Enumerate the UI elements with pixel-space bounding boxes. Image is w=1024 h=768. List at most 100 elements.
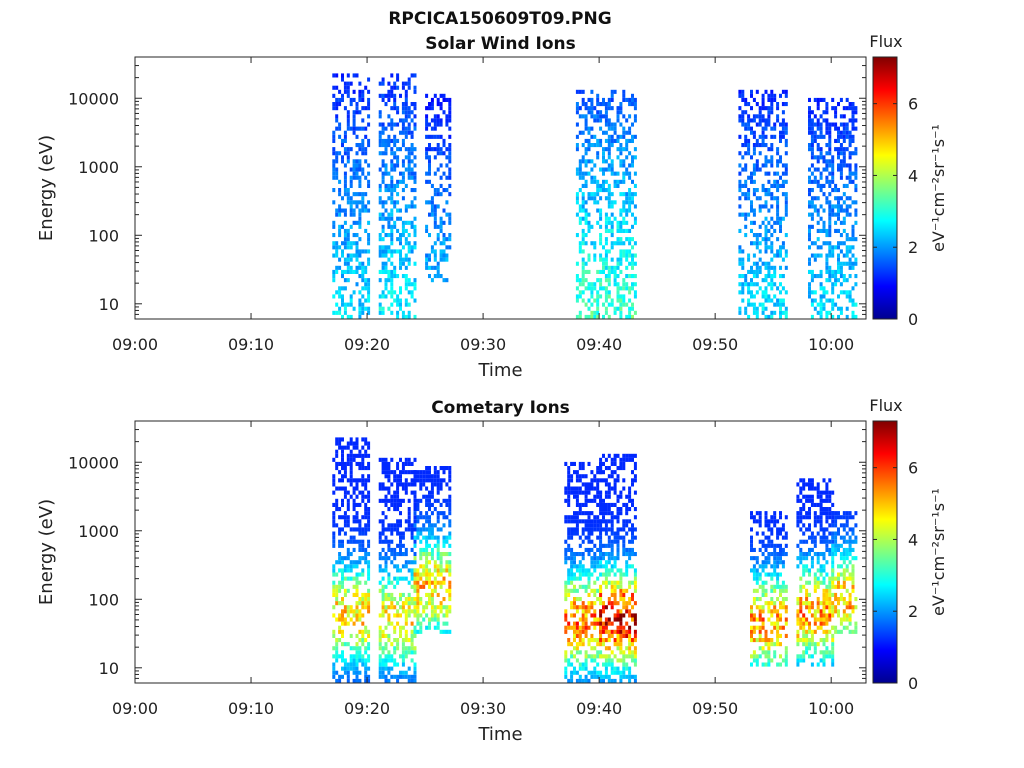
heatmap-cell bbox=[813, 290, 817, 295]
heatmap-cell bbox=[381, 592, 385, 597]
heatmap-cell bbox=[619, 568, 623, 573]
heatmap-cell bbox=[590, 241, 594, 246]
heatmap-cell bbox=[752, 650, 756, 655]
heatmap-cell bbox=[834, 547, 838, 552]
heatmap-cell bbox=[404, 646, 408, 651]
heatmap-cell bbox=[346, 621, 350, 626]
heatmap-cell bbox=[607, 638, 611, 643]
heatmap-cell bbox=[407, 515, 411, 520]
heatmap-cell bbox=[433, 535, 437, 540]
heatmap-cell bbox=[813, 646, 817, 651]
heatmap-cell bbox=[625, 523, 629, 528]
heatmap-cell bbox=[776, 220, 780, 225]
heatmap-cell bbox=[387, 498, 391, 503]
heatmap-cell bbox=[355, 633, 359, 638]
heatmap-cell bbox=[631, 498, 634, 503]
heatmap-cell bbox=[358, 167, 362, 172]
heatmap-cell bbox=[355, 584, 359, 589]
heatmap-cell bbox=[808, 200, 811, 205]
heatmap-cell bbox=[442, 621, 446, 626]
heatmap-cell bbox=[570, 490, 574, 495]
heatmap-cell bbox=[602, 114, 605, 119]
heatmap-cell bbox=[584, 617, 588, 622]
heatmap-cell bbox=[604, 580, 608, 585]
heatmap-cell bbox=[335, 241, 339, 246]
heatmap-cell bbox=[338, 437, 342, 442]
heatmap-cell bbox=[825, 175, 829, 180]
heatmap-cell bbox=[367, 507, 371, 512]
heatmap-cell bbox=[607, 302, 611, 307]
heatmap-cell bbox=[378, 613, 382, 618]
heatmap-cell bbox=[361, 151, 365, 156]
heatmap-cell bbox=[404, 102, 408, 107]
heatmap-cell bbox=[607, 143, 611, 148]
heatmap-cell bbox=[625, 167, 629, 172]
heatmap-cell bbox=[335, 658, 339, 663]
heatmap-cell bbox=[622, 654, 626, 659]
heatmap-cell bbox=[381, 204, 385, 209]
heatmap-cell bbox=[831, 654, 835, 659]
heatmap-cell bbox=[761, 531, 765, 536]
heatmap-cell bbox=[343, 286, 347, 291]
heatmap-cell bbox=[367, 143, 371, 148]
heatmap-cell bbox=[758, 547, 762, 552]
heatmap-cell bbox=[338, 228, 342, 233]
heatmap-cell bbox=[364, 441, 368, 446]
heatmap-cell bbox=[622, 192, 626, 197]
heatmap-cell bbox=[758, 654, 762, 659]
heatmap-cell bbox=[628, 290, 632, 295]
heatmap-cell bbox=[407, 155, 411, 160]
heatmap-cell bbox=[343, 261, 347, 266]
heatmap-cell bbox=[607, 155, 611, 160]
heatmap-cell bbox=[573, 601, 576, 606]
heatmap-cell bbox=[796, 543, 800, 548]
heatmap-cell bbox=[631, 122, 634, 127]
heatmap-cell bbox=[404, 167, 408, 172]
heatmap-cell bbox=[364, 625, 368, 630]
heatmap-cell bbox=[396, 138, 400, 143]
heatmap-cell bbox=[332, 543, 336, 548]
heatmap-cell bbox=[587, 592, 591, 597]
heatmap-cell bbox=[607, 658, 611, 663]
heatmap-cell bbox=[813, 298, 817, 303]
heatmap-cell bbox=[822, 97, 826, 102]
heatmap-cell bbox=[425, 580, 429, 585]
heatmap-cell bbox=[839, 249, 843, 254]
heatmap-cell bbox=[796, 658, 800, 663]
heatmap-cell bbox=[581, 183, 585, 188]
heatmap-cell bbox=[625, 568, 629, 573]
heatmap-cell bbox=[845, 183, 849, 188]
heatmap-cell bbox=[442, 143, 446, 148]
heatmap-cell bbox=[604, 138, 608, 143]
heatmap-cell bbox=[738, 282, 742, 287]
heatmap-cell bbox=[393, 523, 397, 528]
heatmap-cell bbox=[584, 482, 588, 487]
heatmap-cell bbox=[784, 265, 788, 270]
heatmap-cell bbox=[338, 208, 342, 213]
heatmap-cell bbox=[335, 290, 339, 295]
heatmap-cell bbox=[784, 646, 788, 651]
heatmap-cell bbox=[764, 294, 768, 299]
heatmap-cell bbox=[808, 507, 811, 512]
heatmap-cell bbox=[776, 200, 780, 205]
heatmap-cell bbox=[764, 642, 768, 647]
heatmap-cell bbox=[384, 564, 388, 569]
heatmap-cell bbox=[607, 269, 611, 274]
heatmap-cell bbox=[436, 527, 440, 532]
heatmap-cell bbox=[390, 601, 394, 606]
heatmap-cell bbox=[752, 118, 756, 123]
heatmap-cell bbox=[845, 208, 849, 213]
heatmap-cell bbox=[622, 286, 626, 291]
heatmap-cells bbox=[332, 437, 858, 683]
heatmap-cell bbox=[341, 650, 344, 655]
heatmap-cell bbox=[776, 580, 780, 585]
heatmap-cell bbox=[784, 249, 788, 254]
heatmap-cell bbox=[399, 233, 402, 238]
heatmap-cell bbox=[776, 621, 780, 626]
heatmap-cell bbox=[819, 539, 823, 544]
heatmap-cell bbox=[338, 245, 342, 250]
heatmap-cell bbox=[773, 552, 777, 557]
heatmap-cell bbox=[831, 552, 835, 557]
heatmap-cell bbox=[378, 642, 382, 647]
heatmap-cell bbox=[358, 502, 362, 507]
